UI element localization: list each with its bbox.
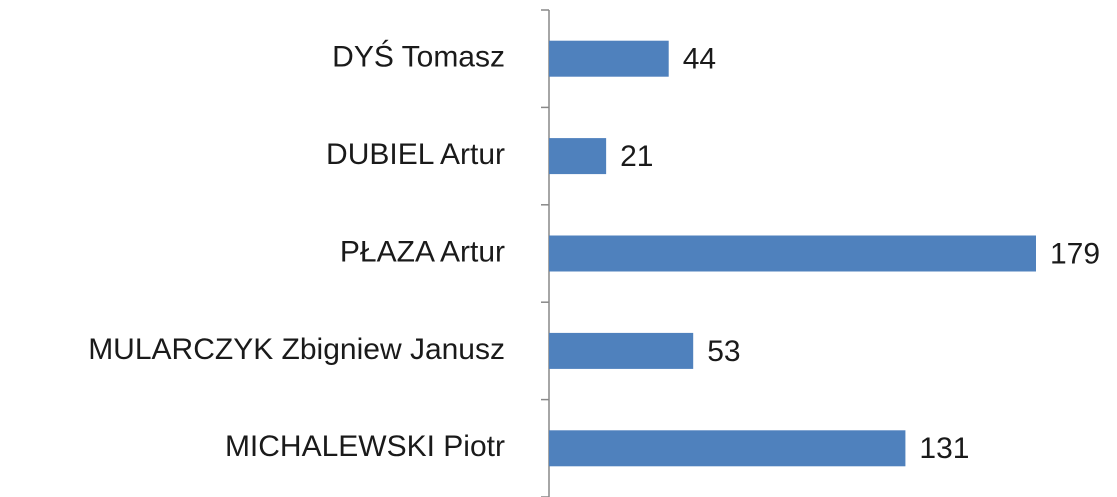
data-label: 21: [620, 140, 653, 173]
bar: [549, 235, 1036, 272]
y-tick-label: MULARCZYK Zbigniew Janusz: [88, 333, 505, 366]
y-tick-label: DYŚ Tomasz: [332, 40, 505, 74]
bar: [549, 430, 906, 467]
bar: [549, 332, 694, 369]
data-label: 44: [683, 43, 716, 76]
bar: [549, 138, 607, 175]
data-label: 131: [919, 432, 969, 465]
y-tick-label: DUBIEL Artur: [326, 138, 505, 171]
data-label: 179: [1050, 237, 1100, 270]
y-tick-label: MICHALEWSKI Piotr: [225, 430, 505, 463]
data-label: 53: [707, 335, 740, 368]
bar: [549, 40, 669, 77]
y-tick-label: PŁAZA Artur: [340, 235, 505, 268]
